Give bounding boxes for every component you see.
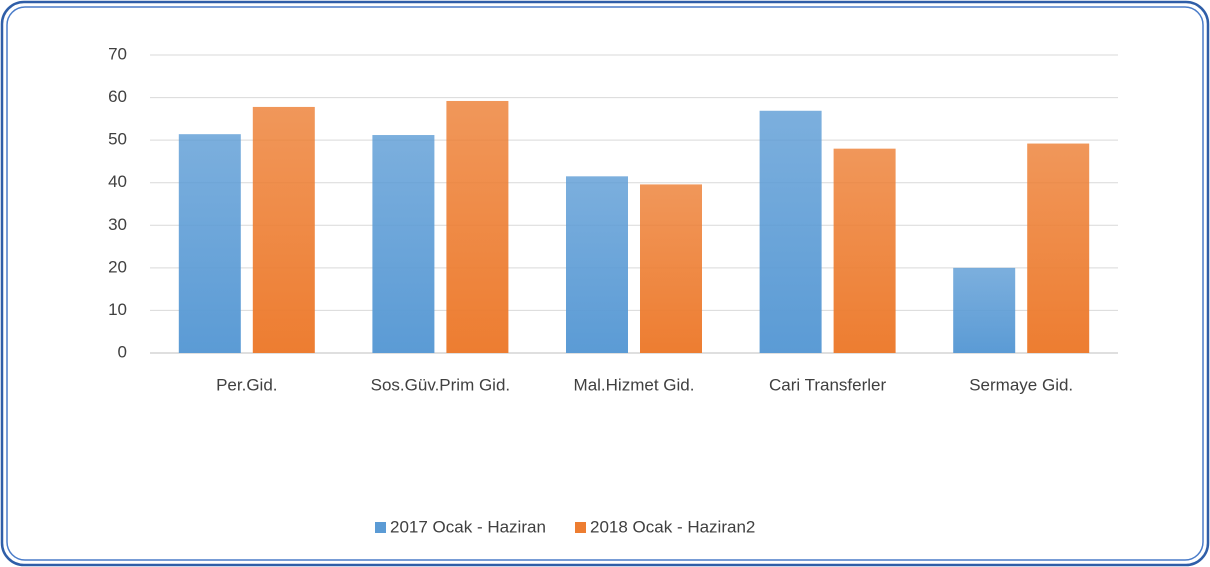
x-tick-label: Cari Transferler [769, 375, 886, 394]
y-tick-label: 0 [118, 342, 127, 361]
y-tick-label: 30 [108, 215, 127, 234]
legend-label: 2018 Ocak - Haziran2 [590, 517, 755, 536]
frame-inner [6, 6, 1204, 561]
bar [640, 184, 702, 353]
x-tick-label: Mal.Hizmet Gid. [574, 375, 695, 394]
x-tick-label: Sos.Güv.Prim Gid. [371, 375, 511, 394]
bar [252, 106, 315, 354]
x-tick-label: Sermaye Gid. [969, 375, 1073, 394]
y-tick-label: 10 [108, 300, 127, 319]
y-tick-label: 70 [108, 44, 127, 63]
legend-swatch [575, 522, 586, 533]
bar [1027, 143, 1090, 353]
x-tick-label: Per.Gid. [216, 375, 277, 394]
bar [372, 135, 435, 353]
y-tick-label: 60 [108, 87, 127, 106]
y-tick-label: 20 [108, 257, 127, 276]
y-tick-label: 40 [108, 172, 127, 191]
bar [833, 148, 896, 353]
bar [566, 176, 628, 353]
bar [178, 134, 241, 353]
bar [446, 100, 509, 353]
bar [759, 110, 822, 353]
legend-label: 2017 Ocak - Haziran [390, 517, 546, 536]
legend-swatch [375, 522, 386, 533]
bar [953, 267, 1016, 353]
y-tick-label: 50 [108, 130, 127, 149]
